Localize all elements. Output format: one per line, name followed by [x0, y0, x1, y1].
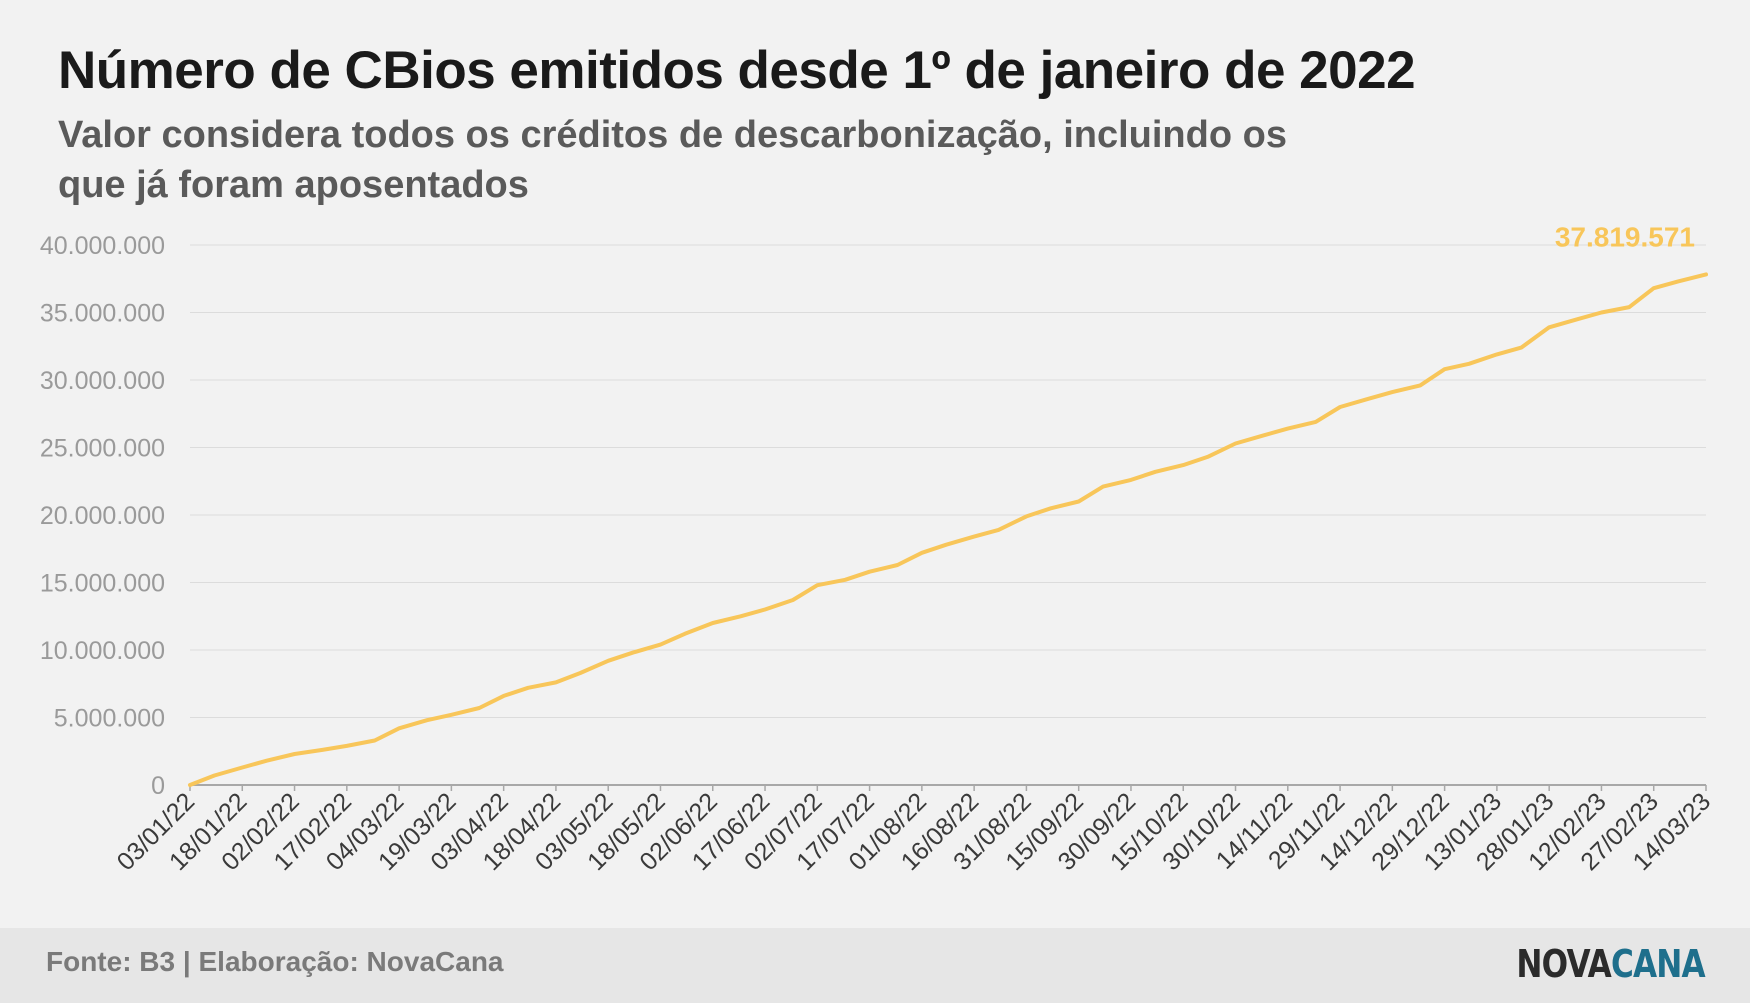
novacana-logo: NOVACANA: [1516, 942, 1706, 986]
y-tick-label: 35.000.000: [40, 300, 165, 328]
chart-title: Número de CBios emitidos desde 1º de jan…: [58, 41, 1416, 100]
series-group: [188, 272, 1708, 787]
end-value-label: 37.819.571: [1555, 221, 1695, 252]
chart-subtitle: Valor considera todos os créditos de des…: [58, 114, 1287, 206]
logo-part-cana: CANA: [1611, 942, 1706, 986]
y-tick-label: 5.000.000: [54, 705, 165, 733]
logo-part-nova: NOVA: [1516, 942, 1612, 986]
y-tick-label: 15.000.000: [40, 570, 165, 598]
y-tick-label: 10.000.000: [40, 637, 165, 665]
line-chart: 0 5.000.000 10.000.000 15.000.000 20.000.000…: [40, 221, 1716, 876]
y-tick-label: 20.000.000: [40, 502, 165, 530]
y-tick-label: 0: [151, 772, 165, 800]
data-labels: 37.819.571: [1555, 221, 1695, 252]
y-tick-label: 40.000.000: [40, 232, 165, 260]
y-axis-ticks: 0 5.000.000 10.000.000 15.000.000 20.000.000…: [40, 232, 165, 800]
footer: Fonte: B3 | Elaboração: NovaCana NOVACAN…: [0, 928, 1750, 1003]
grid-lines: [190, 244, 1706, 786]
source-note: Fonte: B3 | Elaboração: NovaCana: [46, 946, 504, 977]
y-tick-label: 25.000.000: [40, 435, 165, 463]
x-axis-ticks: 03/01/2218/01/2202/02/2217/02/2204/03/22…: [112, 785, 1716, 876]
series-line: [188, 272, 1708, 787]
y-tick-label: 30.000.000: [40, 367, 165, 395]
